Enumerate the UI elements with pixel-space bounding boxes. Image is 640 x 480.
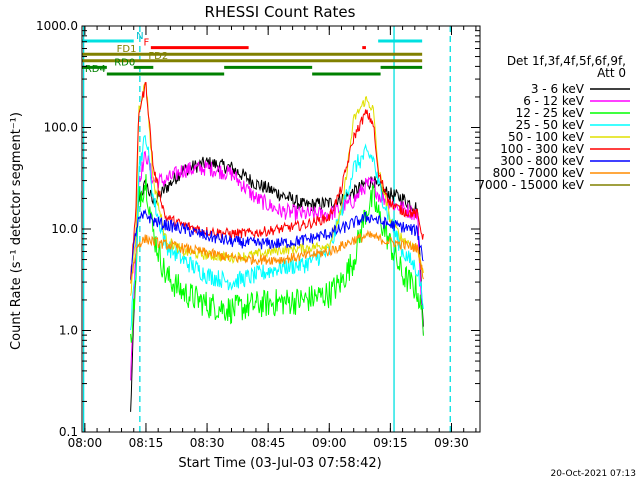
- legend-label: 12 - 25 keV: [516, 106, 585, 120]
- state-bar-label: FD2: [148, 51, 168, 62]
- state-bar-label: F: [144, 38, 150, 49]
- y-tick-label: 10.0: [51, 222, 78, 236]
- series-line-0: [130, 156, 424, 412]
- x-tick-label: 09:15: [373, 436, 408, 450]
- legend-title-line-2: Att 0: [597, 66, 626, 80]
- y-tick-label: 0.1: [59, 425, 78, 439]
- series-line-3: [130, 135, 424, 331]
- legend-label: 3 - 6 keV: [531, 82, 585, 96]
- x-axis-label: Start Time (03-Jul-03 07:58:42): [178, 456, 381, 471]
- series-line-5: [130, 82, 424, 279]
- legend-label: 25 - 50 keV: [516, 118, 585, 132]
- state-bar-label: N: [136, 31, 143, 42]
- x-tick-label: 08:00: [68, 436, 103, 450]
- x-tick-label: 09:00: [312, 436, 347, 450]
- y-axis-label: Count Rate (s⁻¹ detector segment⁻¹): [9, 112, 24, 350]
- x-tick-label: 09:30: [434, 436, 469, 450]
- chart-title: RHESSI Count Rates: [205, 3, 356, 21]
- date-stamp: 20-Oct-2021 07:13: [551, 469, 636, 479]
- series-layer: [130, 81, 424, 412]
- state-bar-label: RD0: [114, 57, 135, 68]
- y-tick-label: 1.0: [59, 324, 78, 338]
- y-tick-label: 100.0: [44, 121, 78, 135]
- legend-label: 300 - 800 keV: [500, 154, 584, 168]
- legend-label: 800 - 7000 keV: [493, 166, 585, 180]
- y-tick-label: 1000.0: [36, 19, 78, 33]
- legend-label: 6 - 12 keV: [523, 94, 585, 108]
- x-tick-label: 08:15: [129, 436, 164, 450]
- legend-label: 100 - 300 keV: [500, 142, 584, 156]
- legend-title-line-1: Det 1f,3f,4f,5f,6f,9f,: [507, 54, 626, 68]
- x-tick-label: 08:45: [251, 436, 286, 450]
- attenuator-state-bars: NF FD1 FD2 RD0 RD4: [82, 31, 423, 76]
- legend: Det 1f,3f,4f,5f,6f,9f, Att 0 3 - 6 keV6 …: [477, 54, 630, 192]
- x-tick-label: 08:30: [190, 436, 225, 450]
- series-line-7: [130, 229, 424, 284]
- series-line-4: [130, 81, 424, 296]
- series-line-2: [130, 174, 424, 343]
- series-line-1: [130, 150, 424, 381]
- legend-label: 50 - 100 keV: [508, 130, 585, 144]
- state-bar-label: FD1: [117, 44, 137, 55]
- legend-label: 7000 - 15000 keV: [477, 178, 584, 192]
- axes: 0.1 1.0 10.0 100.0 1000.0 08:00 08:15 08:30 08:4…: [36, 19, 480, 450]
- state-bar-label: RD4: [85, 64, 106, 75]
- series-line-6: [130, 208, 424, 281]
